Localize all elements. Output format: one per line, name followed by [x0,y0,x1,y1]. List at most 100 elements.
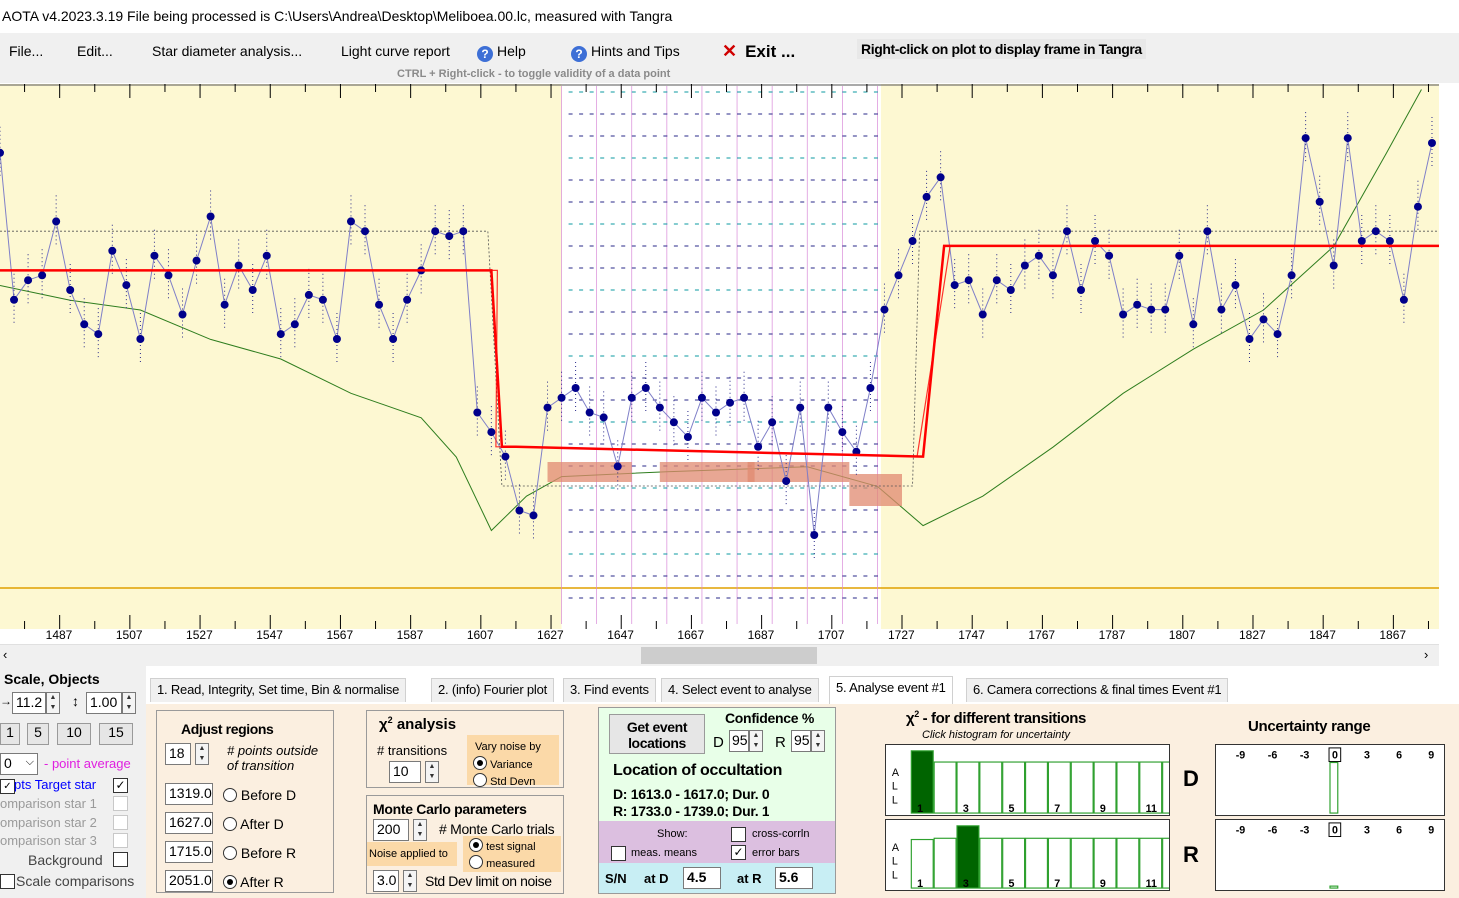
measured-radio[interactable] [469,855,483,869]
tab-find-events[interactable]: 3. Find events [563,678,656,702]
data-point [52,217,61,226]
data-point [697,393,706,402]
y-scale-spinner[interactable]: ▲ ▼ [122,692,136,714]
scale-comparisons-checkbox[interactable] [0,874,15,889]
menu-bar: File... Edit... Star diameter analysis..… [0,33,1459,83]
pts-checkbox[interactable]: ✓ [0,779,15,794]
variance-radio[interactable] [473,756,487,770]
uncertainty-tick-label: 6 [1396,750,1402,762]
histogram-bar [979,761,1003,814]
tab-read-integrity[interactable]: 1. Read, Integrity, Set time, Bin & norm… [150,678,407,702]
after-r-radio[interactable] [223,875,237,889]
std-dev-limit-input[interactable]: 3.0 [373,870,399,892]
x-tick-label: 1707 [818,628,845,642]
before-r-input[interactable]: 1715.0 [165,841,213,863]
histogram-x-label: 5 [1009,878,1015,890]
confidence-d-input[interactable]: 95 [729,730,749,752]
data-point [1371,227,1380,236]
before-r-radio[interactable] [223,846,237,860]
before-r-option[interactable]: Before R [223,845,296,861]
plot-horizontal-scrollbar[interactable]: ‹ › [0,644,1439,666]
x-scale-spinner[interactable]: ▲ ▼ [46,692,60,714]
menu-help[interactable]: ? Help [477,43,526,62]
transitions-spinner[interactable]: ▲ ▼ [425,761,439,783]
measured-option[interactable]: measured [469,855,535,870]
after-d-input[interactable]: 1627.0 [165,812,213,834]
data-point [445,232,454,241]
tab-select-event[interactable]: 4. Select event to analyse [661,678,819,702]
confidence-d-spinner[interactable]: ▲ ▼ [749,730,763,752]
std-dev-limit-label: Std Dev limit on noise [425,873,552,889]
x-scale-input[interactable]: 11.2 [12,692,46,714]
tab-analyse-event[interactable]: 5. Analyse event #1 [829,676,953,704]
confidence-r-input[interactable]: 95 [791,730,811,752]
after-r-input[interactable]: 2051.0 [165,870,213,892]
uncertainty-title: Uncertainty range [1248,718,1371,735]
quick-button-10[interactable]: 10 [57,723,91,745]
red-x-icon: ✕ [722,41,738,61]
quick-button-15[interactable]: 15 [99,723,133,745]
show-options-group: Show: cross-corrln meas. means ✓ error b… [599,821,835,863]
monte-carlo-trials-input[interactable]: 200 [373,819,409,841]
location-heading: Location of occultation [613,762,783,779]
menu-hints[interactable]: ? Hints and Tips [571,43,680,62]
all-label: L [892,781,898,793]
transitions-input[interactable]: 10 [389,761,421,783]
background-checkbox[interactable] [113,852,128,867]
adjust-regions-title: Adjust regions [181,721,274,737]
y-scale-input[interactable]: 1.00 [86,692,122,714]
tab-fourier[interactable]: 2. (info) Fourier plot [431,678,555,702]
test-signal-option[interactable]: test signal [469,838,536,853]
x-tick-label: 1787 [1099,628,1126,642]
menu-light-curve-report[interactable]: Light curve report [341,43,450,59]
uncertainty-tick-label: 3 [1364,825,1370,837]
histogram-bar [956,761,980,814]
before-d-radio[interactable] [223,788,237,802]
get-event-locations-button[interactable]: Get event locations [609,714,705,754]
std-devn-label: Std Devn [490,776,536,788]
menu-file[interactable]: File... [9,43,44,59]
cross-corr-checkbox[interactable] [731,827,746,842]
after-r-option[interactable]: After R [223,874,284,890]
test-signal-radio[interactable] [469,838,483,852]
points-outside-input[interactable]: 18 [165,743,191,765]
quick-button-5[interactable]: 5 [27,723,49,745]
menu-exit[interactable]: ✕ Exit ... [722,41,795,62]
std-devn-option[interactable]: Std Devn [473,773,535,788]
after-d-option[interactable]: After D [223,816,284,832]
x-tick-label: 1507 [116,628,143,642]
points-outside-spinner[interactable]: ▲ ▼ [195,743,209,765]
data-point [1077,286,1086,294]
vary-noise-group: Vary noise by Variance Std Devn [467,735,559,788]
variance-option[interactable]: Variance [473,756,533,771]
light-curve-plot[interactable]: 1487 1507 1527 1547 1567 1587 1607 1627 1647 1667… [0,84,1439,644]
scroll-right-icon[interactable]: › [1424,647,1429,662]
std-dev-limit-spinner[interactable]: ▲ ▼ [403,870,417,892]
data-point [515,506,524,515]
monte-carlo-trials-spinner[interactable]: ▲ ▼ [413,819,427,841]
scroll-thumb[interactable] [641,647,817,664]
before-d-option[interactable]: Before D [223,787,296,803]
confidence-r-spinner[interactable]: ▲ ▼ [811,730,825,752]
sn-at-d-label: at D [644,871,669,886]
data-point [375,300,384,309]
after-d-radio[interactable] [223,817,237,831]
all-label: L [892,856,898,868]
before-d-input[interactable]: 1319.0 [165,783,213,805]
histogram-bar [1093,761,1117,814]
menu-edit[interactable]: Edit... [77,43,113,59]
meas-means-label: meas. means [631,847,698,859]
quick-button-1[interactable]: 1 [0,723,20,745]
error-bars-checkbox[interactable]: ✓ [731,845,746,860]
menu-star-diameter[interactable]: Star diameter analysis... [152,43,303,59]
scroll-left-icon[interactable]: ‹ [3,647,8,662]
std-devn-radio[interactable] [473,773,487,787]
tab-camera-corrections[interactable]: 6. Camera corrections & final times Even… [966,678,1229,702]
data-point [1301,134,1310,143]
meas-means-checkbox[interactable] [611,846,626,861]
target-star-checkbox[interactable]: ✓ [113,778,128,793]
histogram-x-label: 9 [1100,878,1106,890]
point-average-select[interactable]: 0 ⌵ [0,753,38,775]
